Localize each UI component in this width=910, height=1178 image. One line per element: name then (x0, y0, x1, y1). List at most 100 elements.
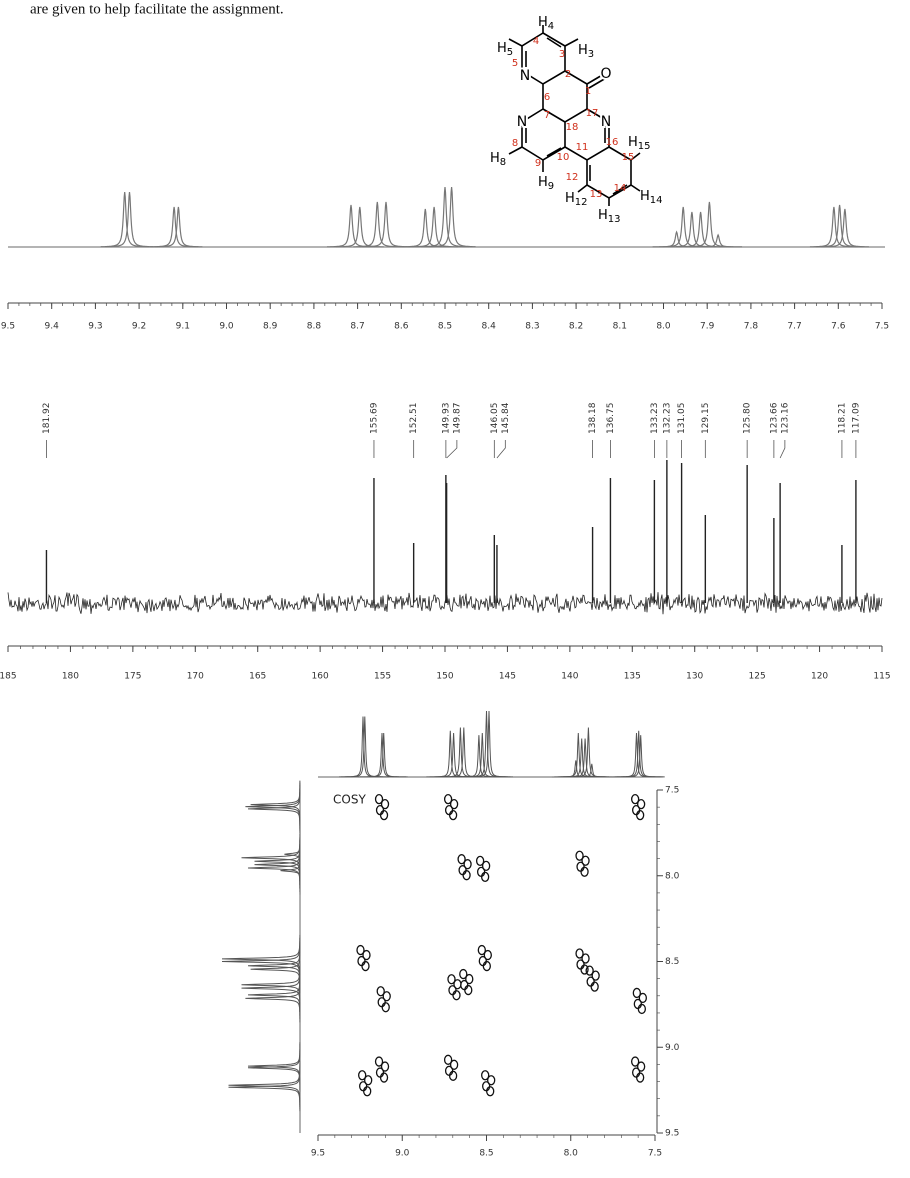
contour (377, 997, 386, 1008)
contour (447, 974, 456, 985)
contour (638, 992, 647, 1004)
x-tick-label: 9.5 (311, 1149, 325, 1159)
x-tick-label: 8.5 (479, 1149, 493, 1159)
x-tick-label: 175 (124, 672, 141, 682)
hydrogen-label: H8 (490, 151, 506, 169)
contour (375, 1067, 385, 1078)
peak-label: 136.75 (606, 403, 616, 435)
x-tick-label: 7.7 (787, 322, 801, 332)
cross-peak (358, 1070, 373, 1097)
contour (361, 960, 370, 972)
x-tick-label: 185 (0, 672, 17, 682)
projection-peak (228, 1061, 301, 1110)
x-tick-label: 8.4 (482, 322, 497, 332)
contour (580, 964, 589, 975)
hydrogen-label: H13 (598, 208, 621, 226)
hydrogen-subscript: 14 (650, 195, 663, 206)
contour (359, 1081, 368, 1092)
hydrogen-label: H4 (538, 15, 554, 33)
x-tick-label: 7.9 (700, 322, 715, 332)
hydrogen-subscript: 12 (575, 197, 588, 208)
hydrogen-symbol: H (538, 15, 548, 30)
peak-label: 118.21 (837, 403, 847, 435)
contour (590, 981, 599, 992)
cross-peak (575, 850, 590, 877)
x-tick-label: 9.0 (395, 1149, 410, 1159)
contour (376, 986, 385, 997)
contour (380, 799, 390, 810)
y-tick-label: 7.5 (665, 786, 679, 796)
contour (483, 949, 492, 961)
label-leader (496, 440, 506, 459)
atom-number: 14 (614, 183, 627, 194)
hydrogen-symbol: H (565, 191, 575, 206)
contour (575, 850, 584, 861)
contour (576, 861, 585, 872)
contour (379, 810, 389, 821)
hydrogen-label: H12 (565, 191, 588, 209)
hydrogen-label: H9 (538, 175, 554, 193)
cross-peak (356, 944, 371, 972)
peak-label: 149.87 (452, 403, 462, 435)
contour (585, 965, 594, 976)
contour (637, 1061, 646, 1072)
projection-peak (465, 710, 513, 778)
label-leader (779, 440, 786, 459)
x-tick-label: 9.1 (176, 322, 190, 332)
contour (581, 953, 590, 964)
peak (105, 191, 154, 248)
peak (353, 201, 402, 248)
hydrogen-symbol: H (490, 151, 500, 166)
contour (480, 871, 490, 883)
contour (477, 944, 486, 956)
peak-label: 146.05 (490, 402, 500, 434)
contour (382, 991, 391, 1002)
cross-peak (443, 1054, 459, 1081)
hydrogen-label: H3 (578, 43, 594, 61)
hydrogen-subscript: 3 (588, 49, 594, 60)
contour (444, 1065, 454, 1076)
projection-peak (458, 732, 507, 778)
x-tick-label: 8.1 (613, 322, 627, 332)
contour (460, 979, 469, 991)
contour (482, 1081, 491, 1092)
contour (481, 860, 491, 872)
projection-peak (247, 1042, 301, 1091)
atom-number: 12 (566, 172, 579, 183)
contour (576, 959, 585, 970)
contour (357, 955, 366, 967)
x-tick-label: 7.5 (875, 322, 889, 332)
contour (462, 870, 471, 881)
atom-number: 4 (533, 36, 539, 47)
hydrogen-subscript: 8 (500, 157, 506, 168)
x-tick-label: 120 (811, 672, 828, 682)
contour (636, 810, 645, 821)
atom-number: 18 (566, 122, 579, 133)
peak-label: 138.18 (588, 402, 598, 434)
atom-number: 16 (606, 137, 619, 148)
cross-peak (475, 855, 491, 883)
x-tick-label: 8.7 (350, 322, 364, 332)
peak-label: 129.15 (701, 403, 711, 435)
projection-peak (254, 840, 301, 889)
atom-number: 8 (512, 138, 518, 149)
hydrogen-subscript: 9 (548, 181, 554, 192)
x-tick-label: 9.3 (88, 322, 102, 332)
peak-label: 149.93 (441, 403, 451, 435)
contour (637, 1003, 646, 1015)
peak-label: 155.69 (369, 402, 379, 434)
peak-label: 117.09 (851, 402, 861, 434)
x-tick-label: 125 (749, 672, 766, 682)
caption: are given to help facilitate the assignm… (30, 1, 284, 17)
atom-number: 11 (576, 142, 589, 153)
x-tick-label: 160 (312, 672, 329, 682)
projection-peak (454, 735, 503, 778)
contour (632, 987, 641, 999)
hydrogen-subscript: 13 (608, 214, 621, 225)
atom-number: 5 (512, 58, 518, 69)
contour (575, 948, 584, 959)
peak-label: 123.66 (769, 402, 779, 434)
peak (410, 206, 459, 248)
contour (449, 799, 459, 810)
